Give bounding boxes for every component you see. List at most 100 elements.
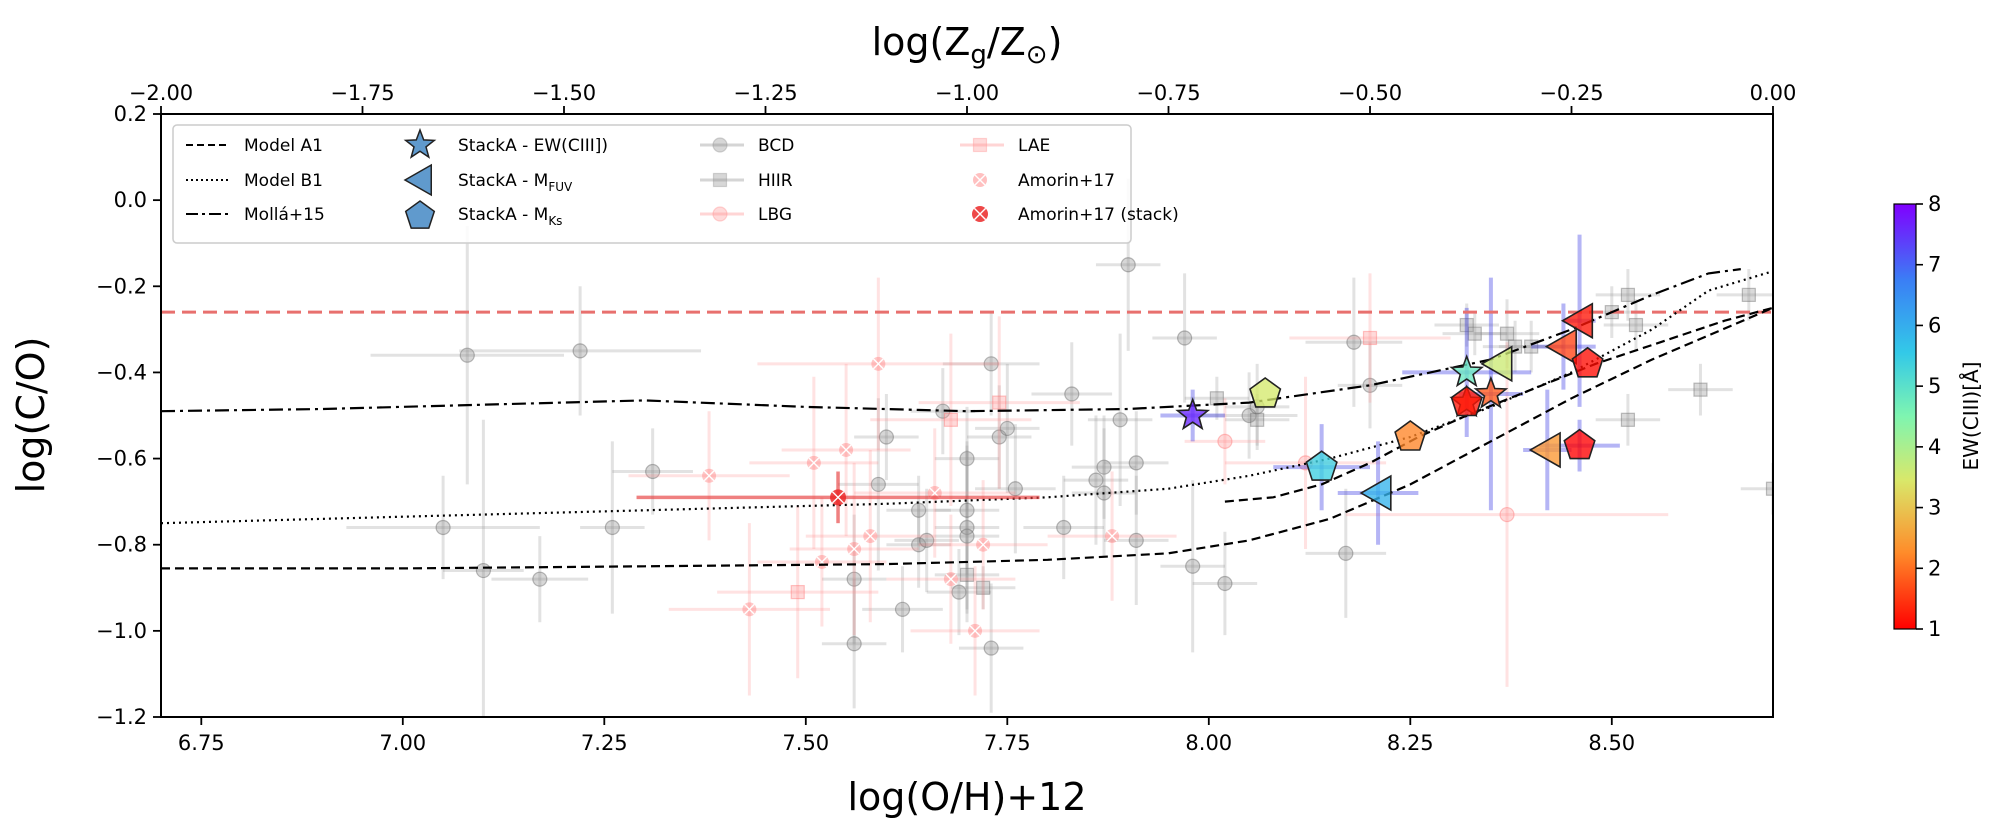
legend-item-dashdot: Mollá+15 — [186, 205, 325, 225]
legend-label: Amorin+17 — [1018, 171, 1115, 191]
x-tick-label: 6.75 — [178, 731, 225, 755]
colorbar-tick-label: 4 — [1928, 435, 1941, 459]
molla15-curve — [161, 268, 1741, 413]
x-tick-label: 7.25 — [581, 731, 628, 755]
legend-label: HIIR — [758, 171, 793, 191]
bcd-point — [475, 562, 491, 579]
bcd-point — [645, 463, 661, 480]
hiir-point — [1741, 287, 1756, 302]
bcd-point — [572, 343, 588, 359]
legend-item-pentagon: StackA - MKs — [404, 200, 562, 229]
legend-handle — [403, 127, 437, 159]
top-x-tick-label: −1.25 — [733, 81, 797, 105]
stack-pentagon-marker — [1249, 377, 1282, 408]
legend-item-hiir: HIIR — [700, 171, 793, 191]
stack-pentagon-marker — [1571, 346, 1604, 378]
amorin17-point — [943, 572, 958, 587]
legend-handle — [712, 206, 728, 222]
bcd-point — [1120, 257, 1136, 273]
top-x-tick-label: −1.50 — [532, 81, 596, 105]
hiir-point — [1459, 317, 1474, 333]
amorin17-point — [968, 623, 983, 638]
colorbar-tick-label: 5 — [1928, 374, 1941, 398]
bcd-point — [1241, 407, 1257, 424]
bcd-point — [951, 584, 967, 600]
colorbar-tick-label: 7 — [1928, 253, 1941, 277]
y-tick-label: −1.2 — [96, 705, 147, 729]
hiir-point — [1467, 326, 1482, 341]
lae-point — [992, 395, 1007, 410]
stack-pentagon-marker — [1450, 385, 1483, 417]
legend-label: StackA - MFUV — [458, 171, 573, 194]
hiir-point — [1209, 391, 1224, 406]
bcd-point — [1346, 334, 1362, 350]
amorin17-stack-points — [636, 471, 1040, 524]
legend-handle — [973, 173, 987, 187]
legend-label: BCD — [758, 136, 794, 156]
x-axis-title: log(O/H)+12 — [847, 775, 1086, 819]
hiir-point — [1628, 317, 1644, 333]
x-tick-label: 8.00 — [1185, 731, 1232, 755]
legend-item-amorin: Amorin+17 — [973, 171, 1115, 191]
bcd-point — [1217, 575, 1233, 592]
stack-triangle-marker — [1480, 345, 1513, 383]
amorin17-point — [847, 542, 862, 557]
y-axis-title: log(C/O) — [9, 337, 53, 494]
amorin17-point — [839, 442, 854, 457]
lae-points — [717, 273, 1451, 679]
top-x-axis-ticks: −2.00 −1.75 −1.50 −1.25 −1.00 −0.75 −0.50 −0.25… — [129, 81, 1797, 114]
bcd-point — [1064, 386, 1080, 402]
bcd-point — [1362, 377, 1378, 393]
colorbar: EW(CIII)[Å] 1 2 3 4 5 6 7 8 — [1893, 192, 1983, 641]
amorin17-stack-point — [830, 489, 847, 506]
stack-star-marker — [1473, 375, 1509, 409]
bcd-point — [1056, 519, 1072, 536]
top-x-tick-label: 0.00 — [1750, 81, 1797, 105]
x-axis-ticks: 6.75 7.00 7.25 7.50 7.75 8.00 8.25 8.50 — [178, 717, 1635, 755]
colorbar-tick-label: 8 — [1928, 192, 1941, 216]
stack-star-marker — [1175, 397, 1211, 431]
stack-triangle-marker — [1359, 474, 1392, 512]
top-x-tick-label: −2.00 — [129, 81, 193, 105]
lae-point — [790, 584, 805, 600]
colorbar-tick-label: 2 — [1928, 556, 1941, 580]
bcd-point — [878, 429, 895, 445]
legend-item-lae: LAE — [960, 136, 1050, 156]
stack-star-marker — [1449, 354, 1485, 388]
amorin17-point — [742, 602, 757, 617]
bcd-point — [1128, 455, 1144, 471]
top-x-axis-title: log(Zg/Z⊙) — [872, 20, 1063, 70]
legend-label: LAE — [1018, 136, 1050, 156]
legend-handle — [712, 172, 728, 188]
x-tick-label: 8.50 — [1588, 731, 1635, 755]
stack-triangle-marker — [1560, 302, 1594, 340]
amorin17-point — [976, 537, 991, 552]
bcd-point — [459, 347, 475, 363]
legend-item-dashed: Model A1 — [186, 136, 323, 156]
lbg-point — [1217, 433, 1233, 449]
bcd-point — [435, 519, 451, 536]
bcd-point — [983, 356, 999, 372]
legend-label: Mollá+15 — [244, 205, 325, 225]
hiir-point — [1250, 412, 1265, 427]
legend-item-lbg: LBG — [700, 205, 792, 225]
hiir-point — [1620, 412, 1636, 427]
top-x-tick-label: −1.00 — [935, 81, 999, 105]
hiir-point — [1765, 481, 1773, 496]
y-tick-label: −0.4 — [96, 360, 147, 384]
amorin17-point — [1105, 529, 1120, 544]
top-x-tick-label: −1.75 — [330, 81, 394, 105]
legend-handle — [972, 206, 988, 222]
bcd-point — [959, 519, 975, 536]
bcd-point — [991, 429, 1007, 445]
y-tick-label: −1.0 — [96, 619, 147, 643]
stack-markers — [1175, 302, 1604, 512]
stack-pentagon-marker — [1563, 428, 1596, 460]
stack-triangle-marker — [1544, 328, 1577, 365]
bcd-point — [1185, 558, 1201, 574]
bcd-points — [346, 178, 1403, 717]
legend-handle — [712, 137, 728, 153]
legend-item-dotted: Model B1 — [186, 171, 323, 191]
bcd-point — [846, 636, 862, 652]
x-tick-label: 8.25 — [1387, 731, 1434, 755]
